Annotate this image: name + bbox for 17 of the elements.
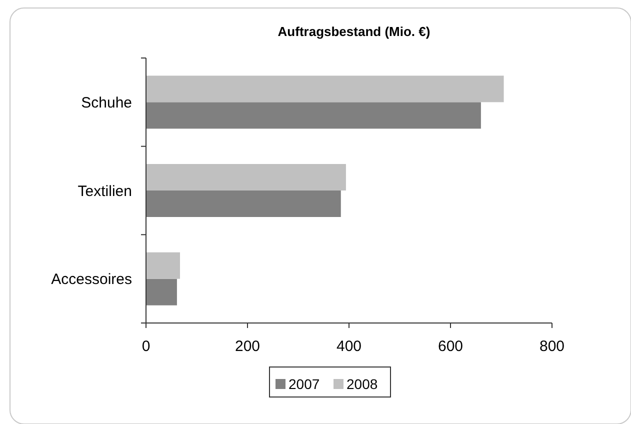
bar bbox=[146, 252, 180, 279]
x-tick-label: 0 bbox=[142, 338, 150, 355]
bar bbox=[146, 164, 346, 190]
x-tick-label: 600 bbox=[438, 338, 464, 355]
x-tick-label: 800 bbox=[539, 338, 565, 355]
x-tick-label: 200 bbox=[234, 338, 260, 355]
bar bbox=[146, 190, 341, 217]
legend-label: 2008 bbox=[346, 376, 378, 392]
y-tick-label: Textilien bbox=[78, 182, 132, 200]
legend-label: 2007 bbox=[288, 376, 320, 392]
bar bbox=[146, 278, 177, 306]
x-tick-label: 400 bbox=[336, 338, 362, 355]
y-tick-label: Accessoires bbox=[51, 271, 132, 288]
y-tick-label: Schuhe bbox=[81, 94, 132, 112]
bar bbox=[146, 102, 481, 129]
bar bbox=[146, 76, 504, 102]
chart-title: Auftragsbestand (Mio. €) bbox=[278, 24, 430, 39]
